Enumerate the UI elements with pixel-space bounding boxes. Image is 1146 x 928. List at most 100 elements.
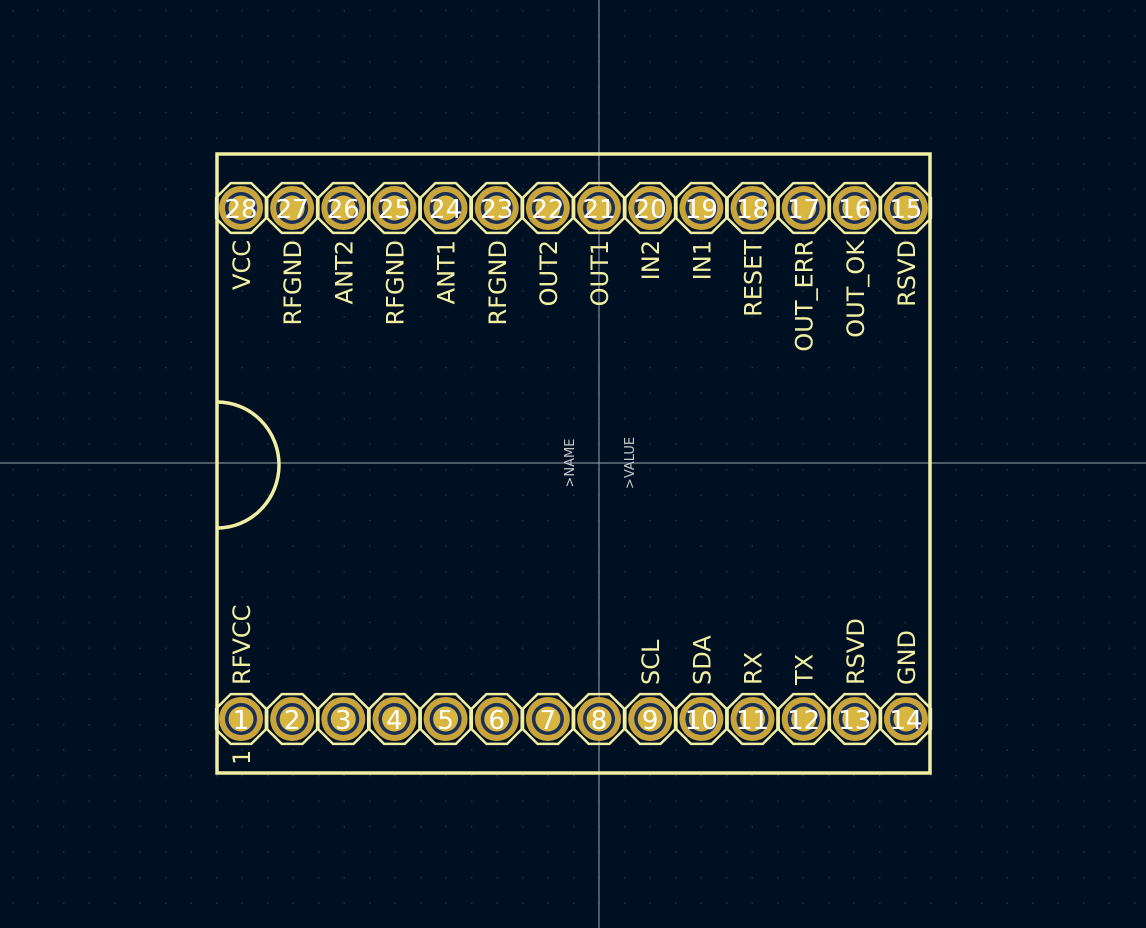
pad-inner [535, 195, 561, 221]
pad-number: 3 [335, 706, 352, 736]
pad-4[interactable]: 4 [368, 692, 421, 746]
pad-number: 10 [685, 706, 718, 736]
pad-silk-outline [265, 692, 319, 746]
pad-21[interactable]: 21 OUT1 [572, 181, 626, 306]
pad-11[interactable]: 11 RX [726, 652, 779, 746]
pad-inner [791, 195, 817, 221]
pad-inner [893, 706, 919, 732]
pin-label: RFGND [484, 240, 512, 326]
pin-label: OUT1 [586, 240, 614, 306]
pad-inner [228, 195, 254, 221]
pad-silk-outline [828, 692, 881, 746]
pad-number: 12 [787, 706, 820, 736]
pad-inner [893, 195, 919, 221]
pad-1[interactable]: 1 RFVCC [214, 605, 268, 746]
pad-7[interactable]: 7 [521, 692, 575, 746]
pad-number: 15 [889, 195, 922, 225]
pad-24[interactable]: 24 ANT1 [419, 181, 472, 304]
pad-number: 26 [327, 195, 360, 225]
pad-number: 6 [488, 706, 505, 736]
pad-inner [842, 706, 868, 732]
pad-number: 13 [838, 706, 871, 736]
pad-27[interactable]: 27 RFGND [265, 181, 319, 326]
pin-label: SDA [688, 635, 716, 685]
pad-28[interactable]: 28 VCC [214, 181, 268, 290]
pad-silk-outline [317, 692, 370, 746]
pad-number: 24 [429, 195, 462, 225]
pad-9[interactable]: 9 SCL [624, 639, 677, 746]
pin-label: RX [740, 652, 768, 685]
pad-inner [637, 706, 663, 732]
pad-inner [330, 706, 356, 732]
pin-label: IN2 [637, 240, 665, 280]
pad-6[interactable]: 6 [470, 692, 523, 746]
pin-label: RFGND [279, 240, 307, 326]
pin-label: RSVD [893, 240, 921, 307]
bottom-pin-row: 1 RFVCC 2 3 4 5 6 7 8 9 SCL 10 SDA 11 RX 12 TX 13 RSVD 14 GN… [214, 605, 933, 746]
pin-label: ANT1 [433, 240, 461, 304]
pad-silk-outline [828, 181, 881, 235]
pad-10[interactable]: 10 SDA [675, 635, 728, 746]
pad-5[interactable]: 5 [419, 692, 472, 746]
pad-number: 20 [634, 195, 667, 225]
pad-23[interactable]: 23 RFGND [470, 181, 523, 326]
pad-silk-outline [624, 181, 677, 235]
pin1-marker: 1 [228, 750, 256, 765]
pad-3[interactable]: 3 [317, 692, 370, 746]
pad-17[interactable]: 17 OUT_ERR [777, 181, 830, 352]
pad-number: 7 [540, 706, 557, 736]
pad-inner [433, 706, 459, 732]
pad-number: 9 [642, 706, 659, 736]
pad-inner [688, 706, 714, 732]
pad-12[interactable]: 12 TX [777, 654, 830, 746]
pad-inner [535, 706, 561, 732]
pad-silk-outline [879, 692, 933, 746]
pad-silk-outline [368, 692, 421, 746]
pad-2[interactable]: 2 [265, 692, 319, 746]
pad-8[interactable]: 8 [572, 692, 626, 746]
pad-18[interactable]: 18 RESET [726, 181, 779, 317]
pad-inner [740, 706, 765, 732]
pad-16[interactable]: 16 OUT_OK [828, 181, 881, 338]
pad-inner [484, 195, 510, 221]
pad-silk-outline [521, 181, 575, 235]
pad-silk-outline [675, 181, 728, 235]
pad-silk-outline [726, 692, 779, 746]
pad-15[interactable]: 15 RSVD [879, 181, 933, 307]
pin-label: SCL [637, 639, 665, 685]
outline-rect [215, 152, 932, 775]
pad-number: 17 [787, 195, 820, 225]
pad-inner [791, 706, 817, 732]
pad-number: 18 [736, 195, 769, 225]
pad-number: 28 [224, 195, 257, 225]
pin-label: RESET [740, 240, 768, 317]
pin-label: VCC [228, 240, 256, 290]
pad-inner [381, 706, 407, 732]
pad-26[interactable]: 26 ANT2 [317, 181, 370, 304]
pad-number: 2 [284, 706, 301, 736]
pin-label: IN1 [688, 240, 716, 280]
pad-number: 27 [276, 195, 309, 225]
pad-22[interactable]: 22 OUT2 [521, 181, 575, 306]
pin-label: OUT_ERR [791, 240, 819, 352]
pin-label: RSVD [842, 618, 870, 685]
value-reference-text[interactable]: >VALUE [623, 437, 638, 489]
pin-label: OUT_OK [842, 239, 870, 338]
pad-inner [740, 195, 765, 221]
pad-inner [279, 706, 305, 732]
pad-silk-outline [214, 692, 268, 746]
pin-label: ANT2 [330, 240, 358, 304]
pad-silk-outline [317, 181, 370, 235]
pad-13[interactable]: 13 RSVD [828, 618, 881, 746]
name-reference-text[interactable]: >NAME [563, 439, 578, 488]
top-pin-row: 28 VCC 27 RFGND 26 ANT2 25 RFGND 24 ANT1 23 RFGND 22… [214, 181, 933, 352]
pad-25[interactable]: 25 RFGND [368, 181, 421, 326]
pad-19[interactable]: 19 IN1 [675, 181, 728, 280]
pin-label: RFGND [381, 240, 409, 326]
pad-20[interactable]: 20 IN2 [624, 181, 677, 280]
pad-inner [688, 195, 714, 221]
pad-14[interactable]: 14 GND [879, 630, 933, 746]
pad-inner [433, 195, 459, 221]
pad-silk-outline [265, 181, 319, 235]
